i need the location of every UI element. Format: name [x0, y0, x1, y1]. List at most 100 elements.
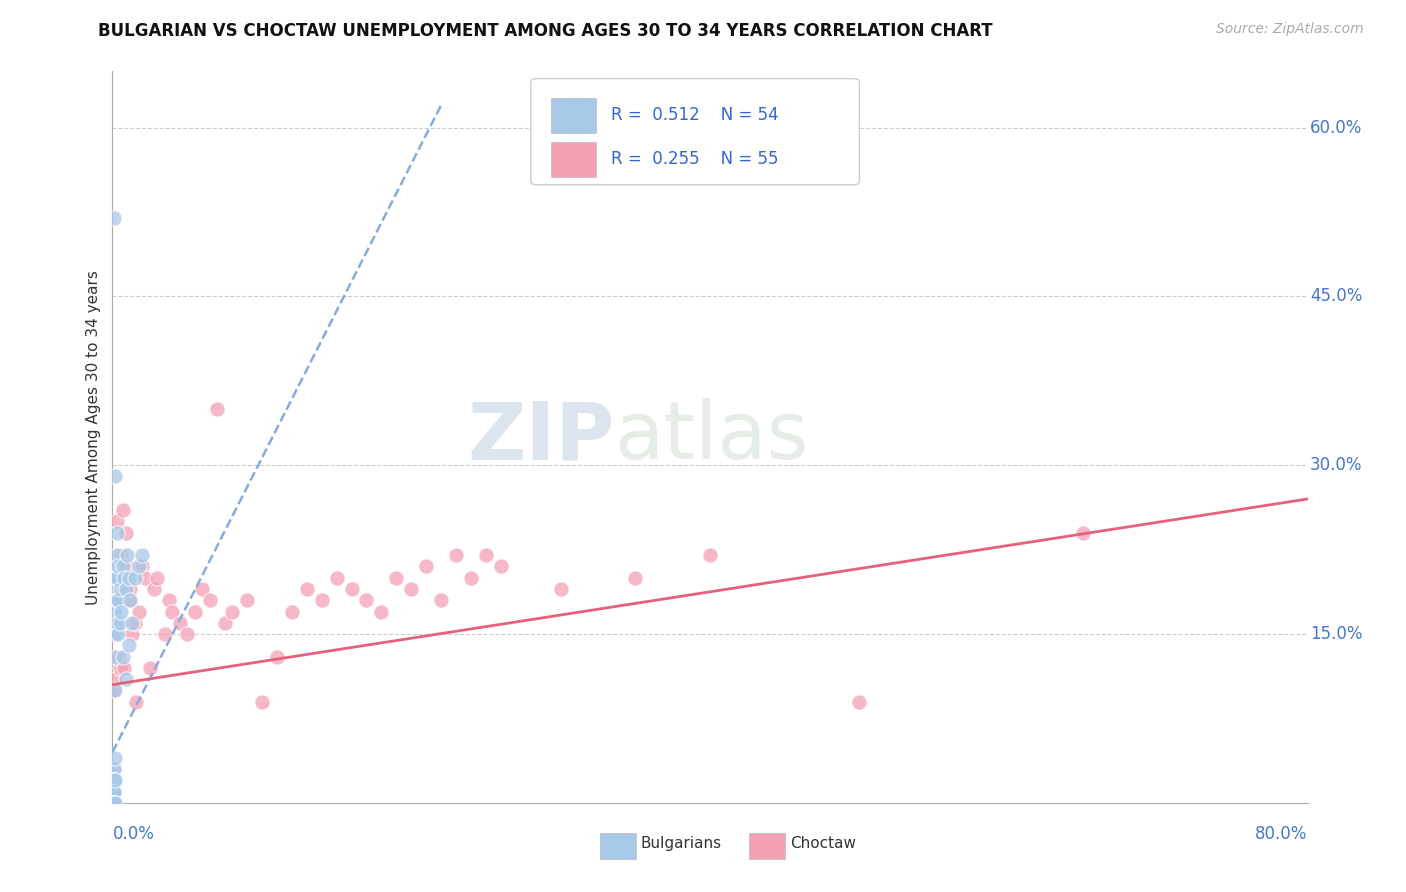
Point — [118, 638, 141, 652]
FancyBboxPatch shape — [600, 833, 636, 859]
Point — [221, 605, 243, 619]
Point — [111, 649, 134, 664]
Point — [103, 796, 125, 810]
Point — [128, 605, 150, 619]
Text: 45.0%: 45.0% — [1310, 287, 1362, 305]
Point — [169, 615, 191, 630]
Point — [103, 784, 125, 798]
Point — [108, 615, 131, 630]
Point — [1073, 525, 1095, 540]
Point — [118, 571, 141, 585]
Point — [385, 571, 408, 585]
Point — [103, 773, 125, 788]
Point — [191, 582, 214, 596]
Point — [117, 548, 139, 562]
Point — [115, 525, 138, 540]
Point — [114, 571, 135, 585]
Point — [118, 593, 141, 607]
Point — [250, 694, 273, 708]
Point — [146, 571, 169, 585]
Point — [105, 548, 128, 562]
Point — [236, 593, 259, 607]
Point — [143, 582, 166, 596]
Point — [111, 503, 134, 517]
Point — [281, 605, 304, 619]
Point — [205, 401, 228, 416]
Point — [108, 661, 131, 675]
Point — [121, 615, 143, 630]
Point — [266, 649, 288, 664]
Point — [104, 649, 127, 664]
Point — [153, 627, 176, 641]
Point — [176, 627, 198, 641]
Point — [370, 605, 392, 619]
Point — [103, 796, 125, 810]
FancyBboxPatch shape — [531, 78, 859, 185]
Point — [103, 796, 125, 810]
Point — [103, 762, 125, 776]
Point — [107, 593, 129, 607]
Point — [214, 615, 236, 630]
Point — [103, 784, 125, 798]
Point — [115, 582, 138, 596]
Point — [131, 548, 153, 562]
Point — [401, 582, 423, 596]
Text: 30.0%: 30.0% — [1310, 456, 1362, 475]
Text: 80.0%: 80.0% — [1256, 825, 1308, 843]
Point — [356, 593, 378, 607]
Point — [107, 559, 129, 574]
Point — [104, 796, 127, 810]
Point — [104, 627, 127, 641]
Text: R =  0.512    N = 54: R = 0.512 N = 54 — [610, 106, 779, 124]
Point — [108, 582, 131, 596]
Text: BULGARIAN VS CHOCTAW UNEMPLOYMENT AMONG AGES 30 TO 34 YEARS CORRELATION CHART: BULGARIAN VS CHOCTAW UNEMPLOYMENT AMONG … — [98, 22, 993, 40]
Text: Source: ZipAtlas.com: Source: ZipAtlas.com — [1216, 22, 1364, 37]
Point — [105, 515, 128, 529]
Point — [103, 211, 125, 225]
Point — [460, 571, 482, 585]
Text: 15.0%: 15.0% — [1310, 625, 1362, 643]
Point — [139, 661, 162, 675]
Point — [103, 796, 125, 810]
Point — [128, 559, 150, 574]
Point — [103, 773, 125, 788]
Point — [198, 593, 221, 607]
Point — [475, 548, 498, 562]
Point — [103, 762, 125, 776]
Point — [134, 571, 156, 585]
Point — [103, 796, 125, 810]
Point — [103, 784, 125, 798]
FancyBboxPatch shape — [551, 98, 596, 133]
Point — [103, 683, 125, 698]
Point — [103, 796, 125, 810]
Text: 0.0%: 0.0% — [112, 825, 155, 843]
Text: atlas: atlas — [614, 398, 808, 476]
Point — [162, 605, 183, 619]
Point — [107, 649, 129, 664]
Point — [311, 593, 333, 607]
Point — [103, 796, 125, 810]
Point — [340, 582, 363, 596]
Point — [124, 615, 146, 630]
Point — [550, 582, 572, 596]
Point — [444, 548, 467, 562]
Point — [107, 627, 129, 641]
Point — [624, 571, 647, 585]
Point — [117, 559, 139, 574]
Point — [105, 571, 128, 585]
Point — [103, 773, 125, 788]
Point — [104, 571, 127, 585]
Point — [124, 571, 146, 585]
Text: R =  0.255    N = 55: R = 0.255 N = 55 — [610, 150, 779, 168]
Point — [120, 582, 142, 596]
Point — [699, 548, 721, 562]
Point — [105, 593, 128, 607]
Point — [104, 605, 127, 619]
Point — [104, 751, 127, 765]
Point — [183, 605, 205, 619]
Point — [104, 469, 127, 483]
Point — [157, 593, 180, 607]
Point — [125, 694, 148, 708]
Point — [105, 525, 128, 540]
Point — [110, 605, 132, 619]
